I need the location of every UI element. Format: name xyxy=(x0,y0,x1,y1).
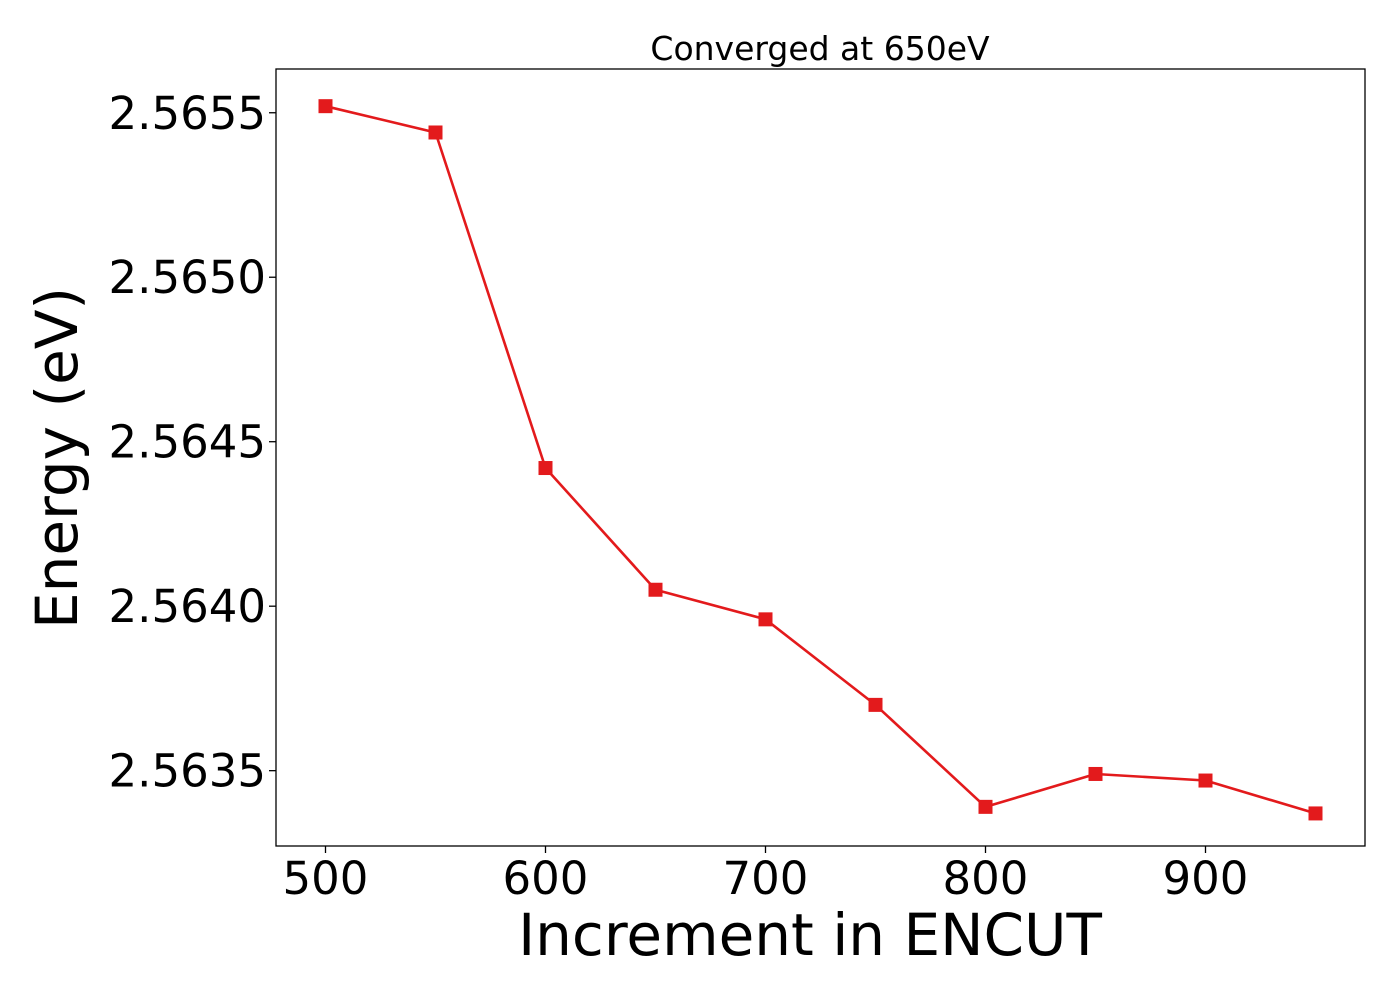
x-axis: 500 600 700 800 900 xyxy=(283,846,1249,905)
x-tick-label: 900 xyxy=(1163,852,1249,905)
x-tick-label: 800 xyxy=(943,852,1029,905)
data-point-marker xyxy=(318,99,333,114)
x-tick-label: 700 xyxy=(723,852,809,905)
series-markers xyxy=(318,99,1323,821)
y-tick-label: 2.5635 xyxy=(109,745,266,798)
y-tick-label: 2.5640 xyxy=(109,580,266,633)
y-tick-label: 2.5650 xyxy=(109,251,266,304)
x-tick-label: 600 xyxy=(503,852,589,905)
data-point-marker xyxy=(758,612,773,627)
x-axis-label: Increment in ENCUT xyxy=(518,901,1102,969)
data-point-marker xyxy=(1088,766,1103,781)
data-point-marker xyxy=(538,461,553,476)
y-tick-label: 2.5645 xyxy=(109,416,266,469)
data-point-marker xyxy=(1308,806,1323,821)
y-axis-label: Energy (eV) xyxy=(23,287,91,629)
data-point-marker xyxy=(428,125,443,140)
data-point-marker xyxy=(868,697,883,712)
data-point-marker xyxy=(1198,773,1213,788)
series-line xyxy=(325,104,1316,815)
plot-area xyxy=(275,68,1366,847)
chart-title: Converged at 650eV xyxy=(650,29,990,68)
y-tick-label: 2.5655 xyxy=(109,87,266,140)
data-point-marker xyxy=(978,799,993,814)
y-axis: 2.5635 2.5640 2.5645 2.5650 2.5655 xyxy=(109,87,276,798)
data-point-marker xyxy=(648,582,663,597)
x-tick-label: 500 xyxy=(283,852,369,905)
